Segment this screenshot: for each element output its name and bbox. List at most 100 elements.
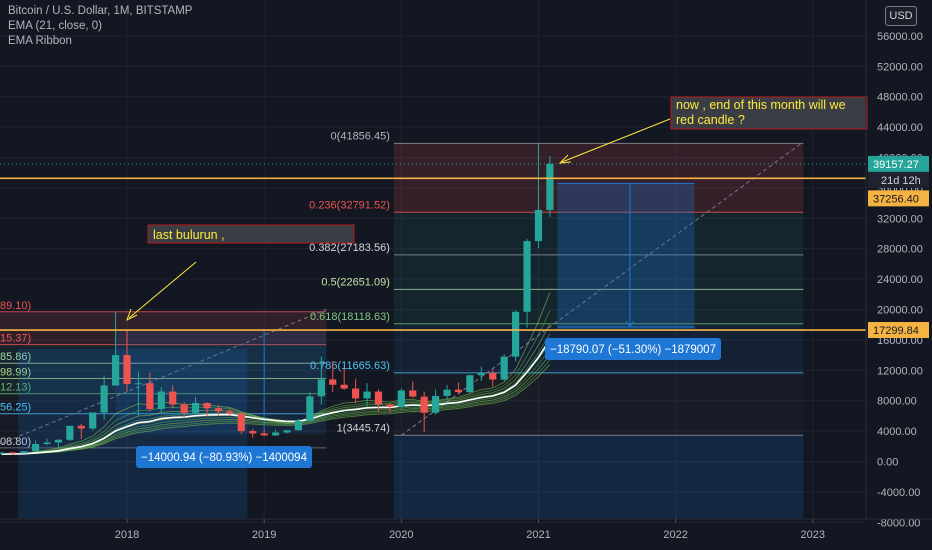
time-tick-label: 2020 <box>389 529 413 541</box>
candle-body <box>512 311 520 357</box>
last-bull-note-text: last bulurun , <box>153 228 225 242</box>
level-high-label: 37256.40 <box>873 193 919 205</box>
candle-body <box>66 425 74 440</box>
price-tick-label: 32000.00 <box>877 213 923 225</box>
candle-body <box>20 451 28 454</box>
candle-body <box>237 413 245 432</box>
candle-body <box>169 391 177 405</box>
candle-body <box>534 209 543 242</box>
candle-body <box>157 391 165 410</box>
price-tick-label: 0.00 <box>877 457 898 469</box>
fib-2021-level-label: 0.236(32791.52) <box>309 199 390 211</box>
ema-indicator-label[interactable]: EMA (21, close, 0) <box>8 20 102 32</box>
candle-body <box>363 391 371 399</box>
candle-body <box>432 395 440 413</box>
annotation-layer[interactable]: now , end of this month will we red cand… <box>0 96 868 468</box>
candle-body <box>226 411 234 414</box>
candle-body <box>329 379 337 385</box>
candle-body <box>443 389 451 396</box>
candle-body <box>260 433 268 436</box>
candle-body <box>191 402 200 413</box>
fib-2021-band-1 <box>393 212 804 324</box>
countdown-badge <box>868 171 929 188</box>
fib-2021-trend-line[interactable] <box>401 142 802 436</box>
ema-21-line <box>1 339 551 455</box>
ema-ribbon-line <box>1 364 551 455</box>
fib-2021-level-label: 0.786(11665.63) <box>310 360 390 372</box>
candle-body <box>271 432 280 436</box>
price-tick-label: 56000.00 <box>877 31 923 43</box>
candle-body <box>180 404 188 413</box>
time-axis[interactable]: 2018 2019 2020 2021 2022 2023 <box>0 518 932 541</box>
fib-2018-level-label: 12.13) <box>0 382 31 394</box>
candle-body <box>249 431 257 434</box>
last-bull-arrow-head <box>126 308 138 322</box>
candle-body <box>9 452 17 454</box>
candle-body <box>146 383 154 410</box>
candle-body <box>294 420 303 431</box>
level-low-label: 17299.84 <box>873 325 919 337</box>
candle-body <box>77 425 85 429</box>
now-note-arrow-head <box>558 154 572 164</box>
drawing-layer[interactable]: 89.10) 15.37) 85.86) 98.99) 12.13) 56.25) 08.8… <box>0 130 804 518</box>
level-low-badge <box>868 322 929 339</box>
candle-body <box>317 379 325 397</box>
measure-2021-box[interactable] <box>557 183 695 331</box>
fib-2021-level-label: 0.5(22651.09) <box>321 276 390 288</box>
ema-ribbon-line <box>1 359 551 455</box>
candle-body <box>214 408 223 412</box>
symbol-title[interactable]: Bitcoin / U.S. Dollar, 1M, BITSTAMP <box>8 5 193 17</box>
current-price-label: 39157.27 <box>873 159 919 171</box>
candle-body <box>100 385 108 413</box>
candle-body <box>523 241 531 312</box>
price-tick-label: 48000.00 <box>877 92 923 104</box>
price-tick-label: 28000.00 <box>877 244 923 256</box>
candle-body <box>43 442 51 445</box>
price-tick-label: 20000.00 <box>877 305 923 317</box>
candle-body <box>546 163 554 210</box>
chart-legend: Bitcoin / U.S. Dollar, 1M, BITSTAMP EMA … <box>8 4 192 49</box>
level-high-badge <box>868 190 929 207</box>
ema-ribbon-label[interactable]: EMA Ribbon <box>8 35 72 47</box>
candle-body <box>352 388 360 399</box>
measure-2018-label-box[interactable] <box>136 446 312 468</box>
ema-ribbon <box>1 292 551 455</box>
time-tick-label: 2019 <box>252 529 276 541</box>
candle-body <box>374 391 383 405</box>
measure-2021-label-box[interactable] <box>545 338 721 360</box>
candle-body <box>386 404 394 407</box>
last-bull-arrow <box>128 261 197 319</box>
candle-body <box>0 452 5 454</box>
fib-2018-level-label: 89.10) <box>0 300 31 312</box>
ema-ribbon-line <box>1 292 551 455</box>
candle-body <box>306 396 314 421</box>
currency-button[interactable]: USD <box>885 6 917 26</box>
candle-body <box>409 390 417 397</box>
candlestick-series <box>0 143 554 455</box>
candle-body <box>466 375 474 393</box>
candle-body <box>134 383 143 385</box>
now-note-box[interactable] <box>670 96 868 130</box>
fib-2018-level-label: 98.99) <box>0 367 31 379</box>
price-tick-label: 52000.00 <box>877 61 923 73</box>
countdown-label: 21d 12h <box>881 175 921 187</box>
time-tick-label: 2021 <box>526 529 550 541</box>
candle-body <box>31 444 40 452</box>
last-bull-note-box[interactable] <box>147 224 355 244</box>
candle-body <box>203 402 211 409</box>
price-tick-label: 12000.00 <box>877 365 923 377</box>
fib-2021-base-zone <box>393 435 804 518</box>
candle-body <box>500 356 508 380</box>
price-tick-label: -4000.00 <box>877 487 920 499</box>
fib-2018-level-label: 56.25) <box>0 402 31 414</box>
price-axis[interactable]: 56000.0052000.0048000.0044000.0040000.00… <box>865 0 929 529</box>
candle-body <box>54 439 63 443</box>
fib-2018-trend-line[interactable] <box>0 309 327 445</box>
now-note-arrow <box>561 118 671 163</box>
time-tick-label: 2023 <box>801 529 825 541</box>
fib-2018-band-green <box>0 344 327 394</box>
price-tick-label: 4000.00 <box>877 426 917 438</box>
price-tick-label: 8000.00 <box>877 396 917 408</box>
candle-body <box>397 390 405 407</box>
